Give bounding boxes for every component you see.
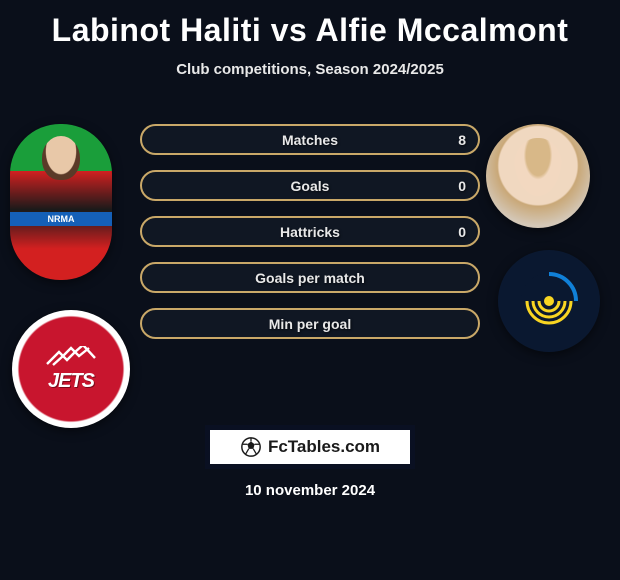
stat-label: Goals per match xyxy=(255,270,365,286)
club-badge-left: JETS xyxy=(12,310,130,428)
club-badge-right xyxy=(498,250,600,352)
page-title: Labinot Haliti vs Alfie Mccalmont xyxy=(0,0,620,49)
stat-row-goals: Goals 0 xyxy=(140,170,480,201)
stat-row-min-per-goal: Min per goal xyxy=(140,308,480,339)
stat-row-matches: Matches 8 xyxy=(140,124,480,155)
badge-left-text: JETS xyxy=(45,370,97,392)
date-label: 10 november 2024 xyxy=(0,482,620,499)
stat-right-value: 0 xyxy=(458,224,466,240)
page-subtitle: Club competitions, Season 2024/2025 xyxy=(0,61,620,78)
soccer-ball-icon xyxy=(240,436,262,458)
stat-label: Min per goal xyxy=(269,316,351,332)
stat-label: Goals xyxy=(291,178,330,194)
player-left-portrait xyxy=(10,124,112,280)
source-badge: FcTables.com xyxy=(205,425,415,469)
stat-label: Matches xyxy=(282,132,338,148)
player-right-portrait xyxy=(486,124,590,228)
stat-row-hattricks: Hattricks 0 xyxy=(140,216,480,247)
stat-label: Hattricks xyxy=(280,224,340,240)
stat-right-value: 0 xyxy=(458,178,466,194)
stat-row-goals-per-match: Goals per match xyxy=(140,262,480,293)
source-site-label: FcTables.com xyxy=(268,437,380,457)
stat-right-value: 8 xyxy=(458,132,466,148)
stats-container: Matches 8 Goals 0 Hattricks 0 Goals per … xyxy=(140,124,480,354)
